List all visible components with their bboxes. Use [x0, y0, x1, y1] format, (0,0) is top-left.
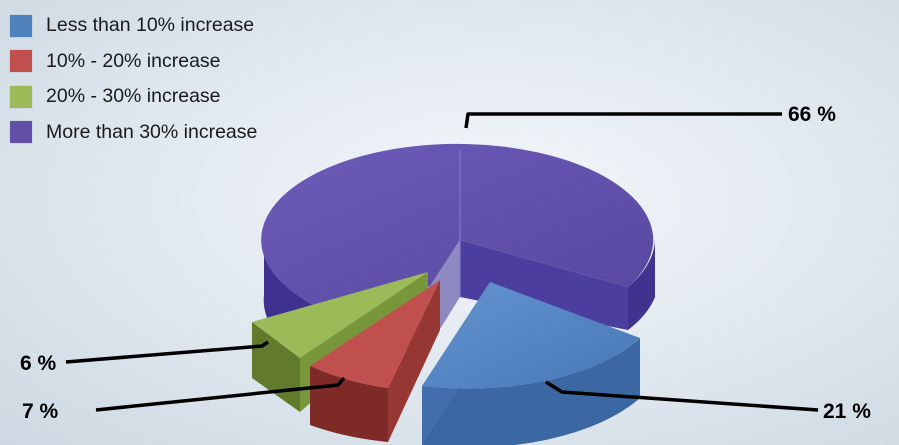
legend-label-less-than-10: Less than 10% increase	[46, 14, 255, 37]
legend-label-more-than-30: More than 30% increase	[46, 120, 258, 143]
slice-less-than-10-top	[422, 282, 640, 389]
slice-less-than-10-side	[422, 338, 640, 445]
slice-10-20-side-right	[388, 280, 440, 442]
data-labels: 66 % 21 % 7 % 6 %	[20, 103, 871, 423]
slice-20-30-top	[252, 272, 428, 358]
leader-line-7	[95, 376, 346, 412]
slice-10-20-top	[310, 280, 440, 388]
legend-label-20-30: 20% - 30% increase	[46, 85, 221, 108]
leader-line-66	[464, 112, 782, 129]
leader-lines	[65, 112, 819, 412]
data-label-6: 6 %	[20, 352, 57, 375]
legend-item-10-20: 10% - 20% increase	[10, 44, 257, 80]
legend-item-less-than-10: Less than 10% increase	[10, 8, 257, 44]
legend: Less than 10% increase 10% - 20% increas…	[10, 8, 257, 150]
legend-item-more-than-30: More than 30% increase	[10, 115, 257, 151]
legend-swatch-less-than-10	[10, 14, 32, 37]
legend-label-10-20: 10% - 20% increase	[46, 49, 221, 72]
data-label-66: 66 %	[788, 103, 836, 126]
leader-line-6	[65, 340, 269, 364]
legend-swatch-more-than-30	[10, 121, 32, 144]
slice-more-than-30-side-right	[628, 238, 656, 330]
legend-item-20-30: 20% - 30% increase	[10, 79, 257, 115]
slice-more-than-30-top	[261, 143, 654, 306]
data-label-21: 21 %	[823, 400, 871, 423]
legend-swatch-10-20	[10, 50, 32, 73]
legend-swatch-20-30	[10, 85, 32, 108]
slice-more-than-30-cut	[460, 240, 628, 330]
leader-line-21	[545, 380, 819, 412]
data-label-7: 7 %	[22, 400, 59, 423]
slice-less-than-10	[422, 282, 640, 445]
